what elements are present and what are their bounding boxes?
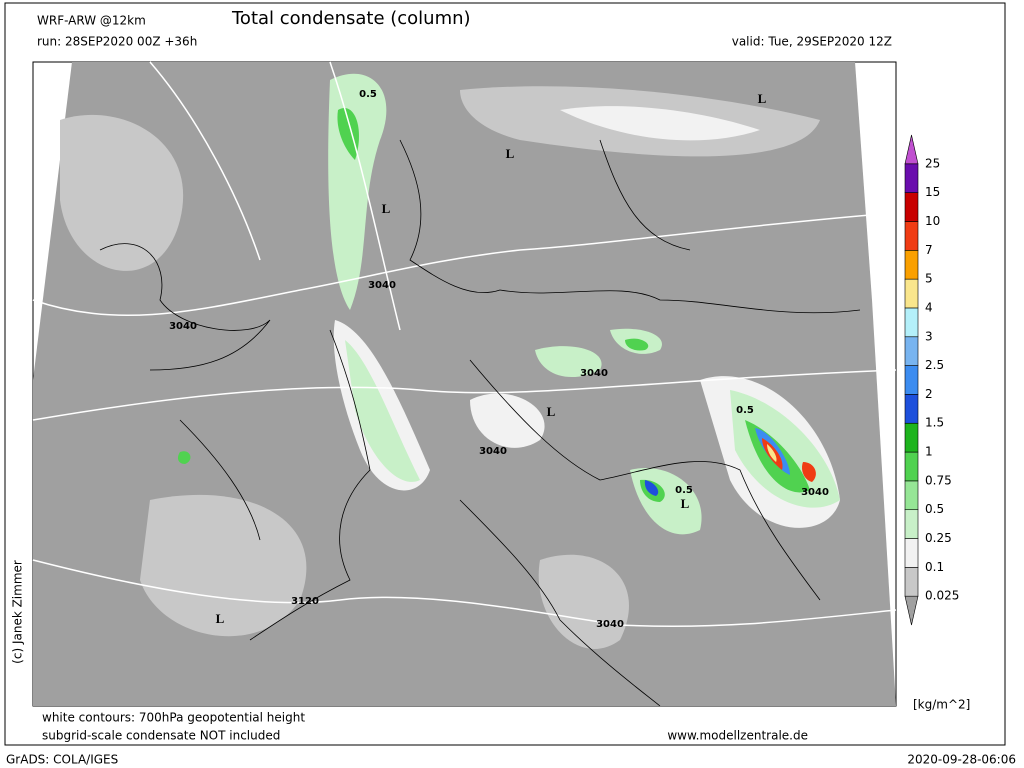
map-label: 3120 [291, 596, 319, 607]
title: Total condensate (column) [231, 8, 471, 29]
colorbar-box [904, 567, 919, 597]
colorbar-box [904, 163, 919, 193]
map-label: 3040 [479, 446, 507, 457]
map-label: L [547, 404, 556, 419]
borders [99, 139, 861, 707]
colorbar-box [904, 480, 919, 511]
colorbar-label: 4 [925, 300, 933, 314]
colorbar-label: 0.025 [925, 589, 959, 603]
map-label: 3040 [580, 368, 608, 379]
legend: 0.025 0.1 0.25 0.5 0.75 1 1.5 2 2.5 3 4 5 7 10 15 25 [904, 134, 959, 626]
colorbar-box [904, 422, 919, 453]
colorbar-triangle [904, 134, 919, 165]
colorbar-label: 0.75 [925, 473, 952, 487]
colorbar-label: 10 [925, 214, 940, 228]
colorbar-box [904, 249, 919, 280]
model-name: WRF-ARW @12km [37, 14, 146, 28]
colorbar-label: 0.1 [925, 560, 944, 574]
run-time: run: 28SEP2020 00Z +36h [37, 35, 197, 49]
colorbar-box [904, 538, 919, 568]
colorbar-box [904, 394, 919, 424]
map: L L L L L L 3040 3040 3040 3040 3040 3040 3120 0.5 0.5… [32, 61, 897, 707]
colorbar-box [904, 365, 919, 395]
colorbar-label: 5 [925, 272, 933, 286]
website: www.modellzentrale.de [667, 729, 808, 743]
map-label: L [216, 611, 225, 626]
map-label: L [506, 146, 515, 161]
note-contours: white contours: 700hPa geopotential heig… [42, 711, 305, 725]
colorbar-box [904, 336, 919, 366]
colorbar-label: 25 [925, 156, 940, 170]
colorbar-box [904, 509, 919, 539]
map-label: 0.5 [675, 485, 693, 496]
colorbar-label: 15 [925, 185, 940, 199]
timestamp: 2020-09-28-06:06 [907, 753, 1016, 767]
colorbar-label: 2.5 [925, 358, 944, 372]
colorbar-box [904, 192, 919, 222]
map-label: 3040 [801, 487, 829, 498]
colorbar-label: 0.5 [925, 502, 944, 516]
valid-time: valid: Tue, 29SEP2020 12Z [732, 35, 892, 49]
colorbar-box [904, 451, 919, 482]
map-label: 0.5 [359, 89, 377, 100]
copyright: (c) Janek Zimmer [11, 560, 25, 664]
colorbar-label: 1 [925, 445, 933, 459]
map-label: L [382, 201, 391, 216]
height-contours [32, 61, 897, 628]
colorbar-box [904, 278, 919, 309]
colorbar-label: 0.25 [925, 531, 952, 545]
colorbar-label: 1.5 [925, 416, 944, 430]
colorbar-box [904, 221, 919, 251]
colorbar-label: 3 [925, 329, 933, 343]
map-label: 0.5 [736, 405, 754, 416]
map-label: L [758, 91, 767, 106]
map-label: 3040 [368, 280, 396, 291]
map-label: 3040 [596, 619, 624, 630]
unit: [kg/m^2] [913, 698, 970, 712]
grads-credit: GrADS: COLA/IGES [6, 753, 118, 767]
colorbar-box [904, 307, 919, 338]
colorbar-label: 2 [925, 387, 933, 401]
intense-cells [644, 428, 816, 496]
map-label: 3040 [169, 321, 197, 332]
map-label: L [681, 496, 690, 511]
colorbar-label: 7 [925, 243, 933, 257]
note-subgrid: subgrid-scale condensate NOT included [42, 729, 280, 743]
